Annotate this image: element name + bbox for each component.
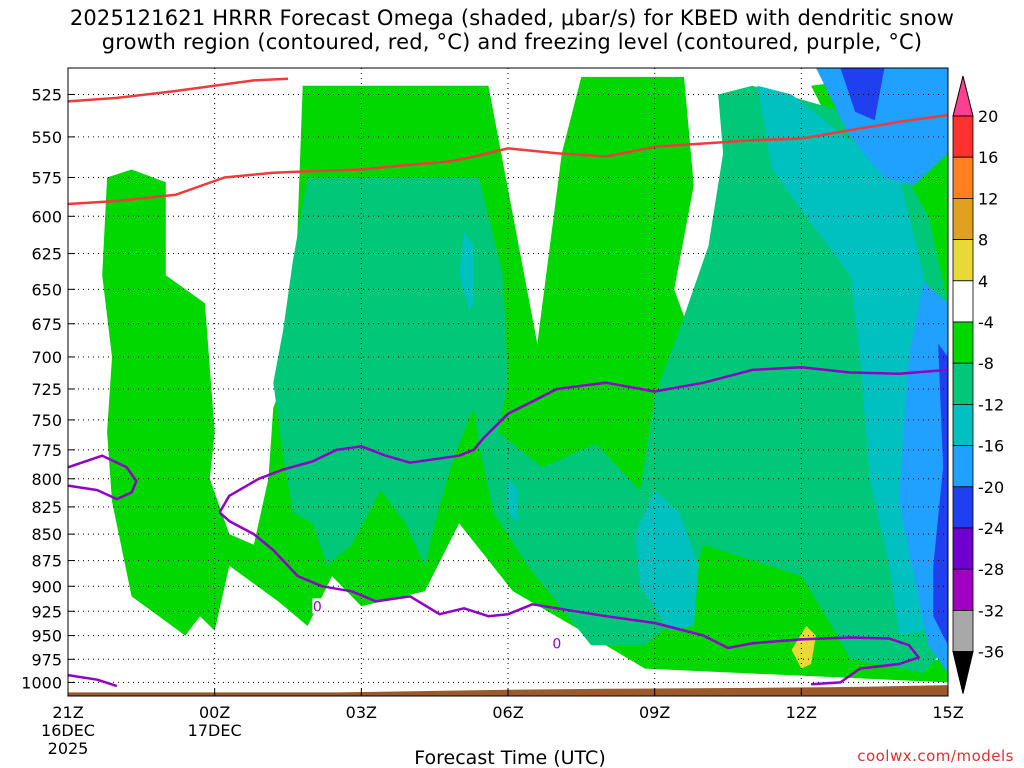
- colorbar: 20 16 12 8 4 -4 -8 -12 -16 -20 -24 -28 -32 -36: [952, 75, 1004, 694]
- colorbar-label: 20: [978, 107, 998, 126]
- x-tick-label: 00Z: [199, 703, 230, 722]
- y-tick-label: 975: [31, 650, 62, 669]
- grid-lines: [67, 68, 949, 696]
- x-tick-sublabel: 17DEC: [188, 721, 242, 740]
- x-axis-title: Forecast Time (UTC): [414, 747, 605, 768]
- freezing-label-bg-0: [312, 598, 323, 614]
- colorbar-swatch: [952, 403, 974, 446]
- chart-title-line-2: growth region (contoured, red, °C) and f…: [101, 30, 923, 54]
- colorbar-label: 4: [978, 272, 988, 291]
- colorbar-swatch: [952, 280, 974, 323]
- colorbar-swatch: [952, 197, 974, 240]
- freezing-label-bg-1: [551, 635, 562, 651]
- omega-region-10: [791, 626, 816, 669]
- colorbar-label: -36: [978, 643, 1004, 662]
- omega-region-1: [273, 85, 948, 674]
- y-tick-label: 875: [31, 552, 62, 571]
- colorbar-label: -12: [978, 395, 1004, 414]
- colorbar-label: -32: [978, 601, 1004, 620]
- chart-title-line-1: 2025121621 HRRR Forecast Omega (shaded, …: [69, 6, 955, 30]
- colorbar-label: 16: [978, 148, 998, 167]
- x-tick-label: 03Z: [346, 703, 377, 722]
- colorbar-swatch: [952, 568, 974, 611]
- x-tick-label: 12Z: [786, 703, 817, 722]
- omega-region-8: [840, 68, 885, 121]
- y-tick-label: 700: [31, 348, 62, 367]
- y-tick-label: 900: [31, 577, 62, 596]
- colorbar-swatch: [952, 115, 974, 158]
- omega-region-5: [508, 478, 518, 524]
- y-tick-label: 550: [31, 128, 62, 147]
- y-tick-label: 1000: [21, 673, 62, 692]
- x-tick-label: 21Z: [52, 703, 83, 722]
- y-tick-label: 725: [31, 380, 62, 399]
- omega-region-2: [757, 85, 944, 636]
- colorbar-swatch: [952, 239, 974, 282]
- y-tick-label: 800: [31, 470, 62, 489]
- colorbar-label: -8: [978, 354, 994, 373]
- colorbar-label: -16: [978, 437, 1004, 456]
- colorbar-swatch: [952, 527, 974, 570]
- freezing-contour-label: 0: [313, 599, 322, 615]
- y-tick-label: 775: [31, 441, 62, 460]
- omega-region-9: [933, 343, 948, 646]
- y-tick-label: 650: [31, 280, 62, 299]
- dgz-contour-1: [67, 113, 949, 206]
- x-tick-sublabel: 2025: [48, 739, 89, 758]
- y-tick-label: 675: [31, 315, 62, 334]
- x-tick-label: 15Z: [932, 703, 963, 722]
- credit-text: coolwx.com/models: [857, 747, 1014, 765]
- y-axis: 525 550 575 600 625 650 675 700 725 750 775 800 825 8…: [21, 85, 75, 692]
- omega-region-6: [816, 68, 948, 186]
- colorbar-swatch: [952, 156, 974, 199]
- freezing-contour-label: 0: [552, 636, 561, 652]
- freezing-contour-1: [67, 673, 118, 688]
- colorbar-label: -28: [978, 560, 1004, 579]
- dgz-contour-0: [67, 77, 289, 103]
- y-tick-label: 925: [31, 602, 62, 621]
- contour-lines: 00: [67, 77, 949, 688]
- colorbar-label: -24: [978, 519, 1004, 538]
- y-tick-label: 575: [31, 168, 62, 187]
- omega-region-4: [635, 490, 699, 631]
- y-tick-label: 825: [31, 498, 62, 517]
- colorbar-swatch: [952, 321, 974, 364]
- chart-title: 2025121621 HRRR Forecast Omega (shaded, …: [0, 6, 1024, 54]
- freezing-contour-2: [218, 366, 949, 514]
- y-tick-label: 950: [31, 627, 62, 646]
- x-tick-label: 09Z: [639, 703, 670, 722]
- x-tick-sublabel: 16DEC: [41, 721, 95, 740]
- colorbar-swatch: [952, 610, 974, 653]
- colorbar-swatch: [952, 445, 974, 488]
- omega-shading: [102, 68, 948, 683]
- y-tick-label: 750: [31, 411, 62, 430]
- colorbar-swatch: [952, 486, 974, 529]
- colorbar-label: -4: [978, 313, 994, 332]
- freezing-contour-0: [67, 454, 138, 501]
- y-tick-label: 625: [31, 245, 62, 264]
- y-tick-label: 600: [31, 207, 62, 226]
- omega-region-3: [459, 231, 474, 311]
- colorbar-label: -20: [978, 478, 1004, 497]
- colorbar-arrow-top: [952, 75, 974, 117]
- colorbar-arrow-bottom: [952, 651, 974, 694]
- colorbar-swatch: [952, 362, 974, 405]
- colorbar-label: 12: [978, 189, 998, 208]
- x-tick-label: 06Z: [492, 703, 523, 722]
- colorbar-label: 8: [978, 231, 988, 250]
- freezing-contour-3: [218, 511, 920, 686]
- y-tick-label: 525: [31, 85, 62, 104]
- y-tick-label: 850: [31, 525, 62, 544]
